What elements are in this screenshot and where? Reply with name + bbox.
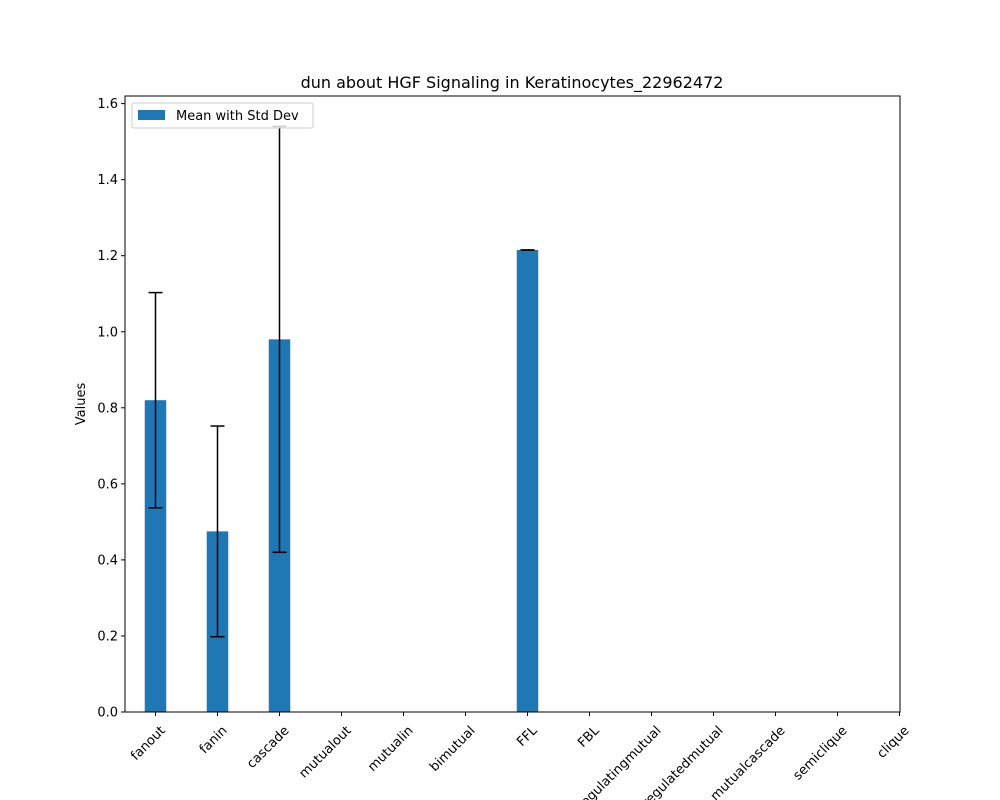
- x-tick-label-fanout: fanout: [128, 723, 168, 763]
- bar-FFL: [516, 250, 539, 712]
- y-tick-label: 1.6: [97, 97, 118, 112]
- legend: Mean with Std Dev: [131, 102, 314, 129]
- x-tick-label-clique: clique: [874, 723, 912, 761]
- x-tick-label-mutualout: mutualout: [296, 723, 354, 781]
- error-bar-fanin: [210, 425, 225, 638]
- bar-fanout: [144, 400, 167, 712]
- y-tick-label: 0.6: [97, 477, 118, 492]
- legend-swatch: [138, 110, 165, 120]
- plot-area: 0.0 0.2 0.4 0.6 0.8 1.0 1.2 1.4 1.6 fanout fanin ca…: [97, 97, 912, 800]
- plot-frame: [124, 95, 901, 713]
- x-tick-label-bimutual: bimutual: [427, 723, 478, 774]
- x-tick-label-cascade: cascade: [244, 723, 292, 771]
- x-tick-label-mutualin: mutualin: [365, 723, 416, 774]
- x-tick-label-FBL: FBL: [575, 723, 603, 751]
- legend-box: [131, 102, 314, 129]
- y-tick-label: 0.2: [97, 629, 118, 644]
- y-tick-label: 1.4: [97, 173, 118, 188]
- y-tick-label: 0.0: [97, 706, 118, 721]
- chart-title: dun about HGF Signaling in Keratinocytes…: [301, 73, 724, 93]
- y-axis-label: Values: [74, 383, 89, 426]
- y-tick-label: 1.0: [97, 325, 118, 340]
- x-tick-label-FFL: FFL: [514, 723, 541, 750]
- y-tick-label: 0.8: [97, 401, 118, 416]
- y-tick-label: 0.4: [97, 553, 118, 568]
- y-tick-label: 1.2: [97, 249, 118, 264]
- error-bar-fanout: [148, 291, 163, 509]
- x-tick-label-semiclique: semiclique: [790, 723, 850, 783]
- x-tick-label-fanin: fanin: [197, 723, 231, 757]
- legend-label: Mean with Std Dev: [176, 109, 299, 124]
